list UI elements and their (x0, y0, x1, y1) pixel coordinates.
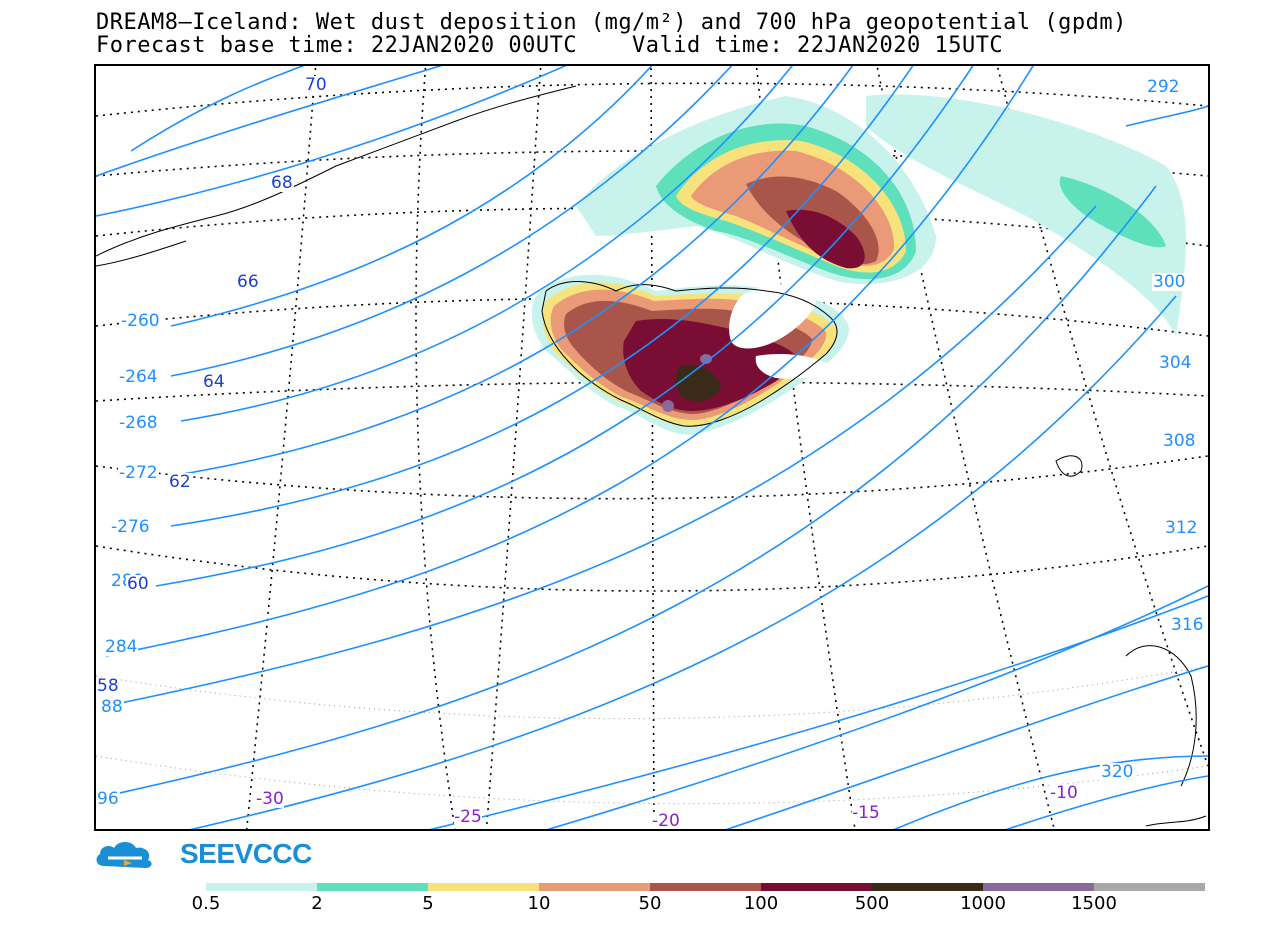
colorbar-label: 100 (743, 893, 779, 914)
contour-label: 300 (1152, 272, 1187, 292)
colorbar-label: 500 (854, 893, 890, 914)
forecast-times: Forecast base time: 22JAN2020 00UTC Vali… (96, 33, 1004, 58)
colorbar-label: 1000 (960, 893, 1006, 914)
contour-label: 284 (104, 637, 139, 657)
latitude-label: 62 (168, 472, 192, 492)
contour-label: 316 (1170, 615, 1205, 635)
contour-label: 308 (1162, 431, 1197, 451)
latitude-label: 60 (126, 574, 150, 594)
longitude-label: -15 (852, 803, 880, 823)
contour-label: 96 (96, 789, 120, 809)
map-title: DREAM8–Iceland: Wet dust deposition (mg/… (96, 10, 1127, 35)
longitude-label: -30 (256, 789, 284, 809)
contour-label: 304 (1158, 353, 1193, 373)
geopotential-contours (96, 66, 1208, 829)
colorbar-label: 1500 (1071, 893, 1117, 914)
contour-label: -260 (120, 311, 161, 331)
contour-label: 88 (100, 697, 124, 717)
colorbar-segment (428, 883, 539, 891)
colorbar-label: 10 (527, 893, 551, 914)
dust-iceland (531, 274, 850, 435)
latitude-parallels (96, 82, 1208, 592)
latitude-label: 58 (96, 676, 120, 696)
latitude-label: 66 (236, 272, 260, 292)
longitude-label: -25 (454, 807, 482, 827)
latitude-label: 70 (304, 75, 328, 95)
contour-label: -268 (118, 413, 159, 433)
longitude-label: -10 (1050, 783, 1078, 803)
colorbar-segment (650, 883, 761, 891)
colorbar-segment (983, 883, 1094, 891)
contour-label: -272 (118, 463, 159, 483)
logo-text: SEEVCCC (180, 838, 312, 869)
colorbar-label: 50 (638, 893, 662, 914)
colorbar-label: 0.5 (191, 893, 221, 914)
map-panel: 702926866-260-26464-268-27262-2762806028… (94, 64, 1210, 831)
contour-label: 292 (1146, 77, 1181, 97)
colorbar-segment (761, 883, 872, 891)
colorbar-segment (872, 883, 983, 891)
colorbar-segment (317, 883, 428, 891)
dust-deposition-map (96, 66, 1208, 829)
contour-label: 312 (1164, 518, 1199, 538)
latitude-parallels-faint (96, 665, 1208, 805)
latitude-label: 68 (270, 173, 294, 193)
coastlines (96, 85, 1207, 827)
seevccc-logo: SEEVCCC (94, 836, 312, 872)
colorbar-segment (1094, 883, 1205, 891)
contour-label: -264 (118, 367, 159, 387)
longitude-label: -20 (652, 811, 680, 831)
colorbar-label: 2 (311, 893, 323, 914)
contour-label: 320 (1100, 762, 1135, 782)
colorbar-label: 5 (422, 893, 434, 914)
cloud-icon (96, 842, 152, 868)
colorbar-segment (206, 883, 317, 891)
colorbar-segment (539, 883, 650, 891)
latitude-label: 64 (202, 372, 226, 392)
dust-plume-north (576, 94, 1186, 336)
contour-label: -276 (110, 517, 151, 537)
colorbar (206, 883, 1205, 891)
